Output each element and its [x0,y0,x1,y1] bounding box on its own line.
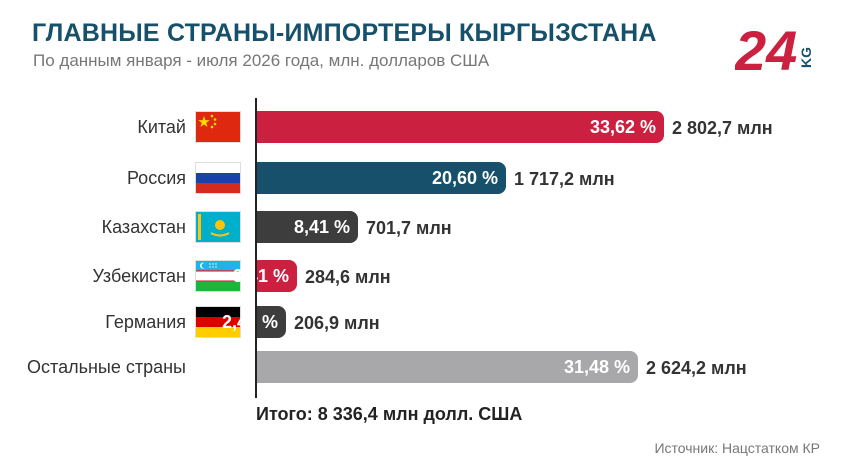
chart-axis-line [255,98,257,398]
china-flag-icon [195,111,241,143]
bar [256,162,506,194]
chart-row: Германия 2,48 % 206,9 млн [0,306,850,338]
chart-row: Казахстан 8,41 % 701,7 млн [0,211,850,243]
kazakhstan-flag-icon [195,211,241,243]
chart-subtitle: По данным января - июля 2026 года, млн. … [33,51,490,70]
category-label: Остальные страны [27,357,186,377]
logo-suffix: KG [798,47,814,68]
value-label: 1 717,2 млн [514,169,615,189]
chart-row: Узбекистан 3,41 % 284,6 млн [0,260,850,292]
value-label: 206,9 млн [294,313,380,333]
percent-label: 20,60 % [431,168,498,188]
percent-label: 3,41 % [232,266,289,286]
category-label: Россия [126,168,186,188]
germany-flag-icon [195,306,241,338]
percent-label: 2,48 % [221,312,278,332]
chart-row: Китай 33,62 % 2 802,7 млн [0,111,850,143]
chart-total: Итого: 8 336,4 млн долл. США [256,404,523,424]
value-label: 284,6 млн [305,267,391,287]
value-label: 2 624,2 млн [646,358,747,378]
bar [256,351,638,383]
chart-source: Источник: Нацстатком КР [654,440,820,456]
chart-row: Россия 20,60 % 1 717,2 млн [0,162,850,194]
uzbekistan-flag-icon [195,260,241,292]
category-label: Китай [137,117,186,137]
chart-title: ГЛАВНЫЕ СТРАНЫ-ИМПОРТЕРЫ КЫРГЫЗСТАНА [32,19,657,47]
bar [256,306,286,338]
percent-label: 8,41 % [293,217,350,237]
percent-label: 31,48 % [563,357,630,377]
chart-row: Остальные страны 31,48 % 2 624,2 млн [0,351,850,383]
category-label: Казахстан [101,217,186,237]
bar [256,111,664,143]
bar [256,211,358,243]
bar [256,260,297,292]
percent-label: 33,62 % [589,117,656,137]
value-label: 701,7 млн [366,218,452,238]
category-label: Германия [105,312,186,332]
category-label: Узбекистан [92,266,186,286]
24kg-logo: 24 KG [735,20,814,78]
value-label: 2 802,7 млн [672,118,773,138]
russia-flag-icon [195,162,241,194]
logo-number: 24 [735,20,797,78]
